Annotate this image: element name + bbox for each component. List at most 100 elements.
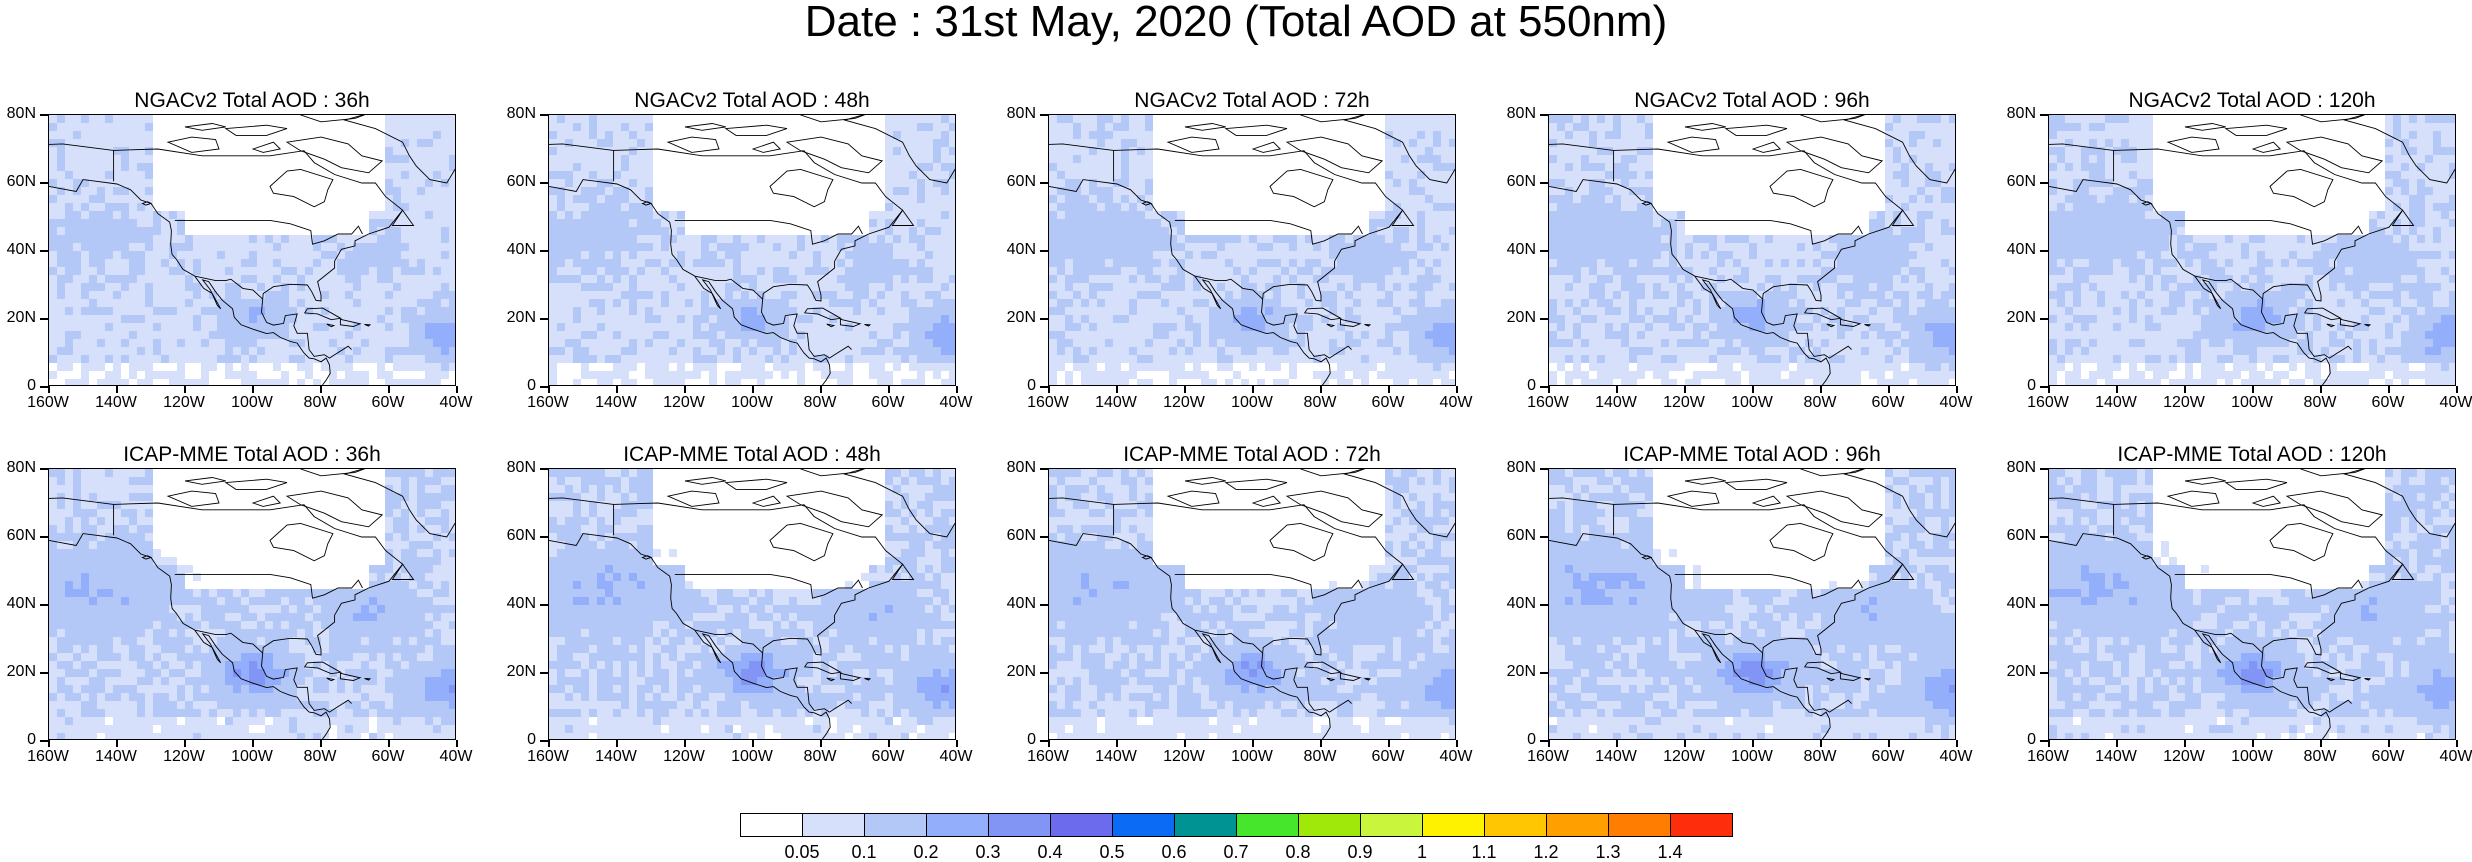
- longitude-tick: [388, 386, 390, 393]
- longitude-tick: [1752, 740, 1754, 747]
- longitude-tick: [820, 386, 822, 393]
- longitude-tick: [888, 386, 890, 393]
- longitude-tick: [456, 740, 458, 747]
- map-panel: ICAP-MME Total AOD : 96h 80N 60N 40N 20N 0 160…: [1500, 442, 1973, 782]
- longitude-tick: [888, 740, 890, 747]
- longitude-tick-label: 40W: [2439, 748, 2472, 765]
- latitude-tick: [40, 536, 48, 538]
- longitude-tick: [2252, 740, 2254, 747]
- longitude-tick: [1320, 740, 1322, 747]
- longitude-tick-label: 80W: [803, 394, 837, 411]
- longitude-tick: [1252, 740, 1254, 747]
- longitude-tick-label: 40W: [439, 394, 473, 411]
- longitude-tick-label: 140W: [1095, 394, 1137, 411]
- longitude-tick: [1548, 740, 1550, 747]
- longitude-tick: [2116, 386, 2118, 393]
- longitude-tick: [616, 386, 618, 393]
- longitude-tick: [1820, 740, 1822, 747]
- longitude-tick: [1388, 386, 1390, 393]
- longitude-tick: [1456, 386, 1458, 393]
- colorbar-swatch: [1608, 813, 1671, 837]
- latitude-tick-label: 60N: [1506, 527, 1536, 544]
- colorbar-label: 1: [1416, 842, 1427, 862]
- longitude-tick: [116, 386, 118, 393]
- latitude-tick-label: 80N: [506, 105, 536, 122]
- longitude-tick-label: 100W: [2231, 394, 2273, 411]
- longitude-tick: [2048, 386, 2050, 393]
- aod-field: [1549, 115, 1955, 385]
- latitude-tick: [540, 536, 548, 538]
- latitude-tick-label: 20N: [1006, 309, 1036, 326]
- latitude-tick: [540, 468, 548, 470]
- longitude-tick: [320, 386, 322, 393]
- longitude-tick: [1684, 386, 1686, 393]
- map-panel: NGACv2 Total AOD : 120h 80N 60N 40N 20N 0 160W…: [2000, 88, 2472, 428]
- latitude-tick: [2040, 468, 2048, 470]
- latitude-tick-label: 40N: [1006, 595, 1036, 612]
- panel-title: NGACv2 Total AOD : 72h: [1134, 89, 1370, 112]
- map-panel: ICAP-MME Total AOD : 36h 80N 60N 40N 20N 0 160…: [0, 442, 473, 782]
- longitude-tick: [116, 740, 118, 747]
- panel-title: ICAP-MME Total AOD : 96h: [1623, 443, 1881, 466]
- longitude-tick-label: 160W: [1527, 394, 1569, 411]
- longitude-tick: [820, 740, 822, 747]
- longitude-tick-label: 40W: [939, 394, 973, 411]
- longitude-tick-label: 60W: [871, 748, 905, 765]
- latitude-tick: [1540, 318, 1548, 320]
- longitude-tick: [684, 386, 686, 393]
- latitude-tick-label: 0: [27, 377, 36, 394]
- aod-field: [549, 469, 955, 739]
- colorbar-swatch: [802, 813, 865, 837]
- latitude-tick: [1540, 250, 1548, 252]
- longitude-tick: [252, 740, 254, 747]
- longitude-tick-label: 120W: [2163, 394, 2205, 411]
- longitude-tick: [1956, 740, 1958, 747]
- longitude-tick-label: 100W: [1231, 394, 1273, 411]
- aod-field: [1049, 469, 1455, 739]
- longitude-tick: [1888, 740, 1890, 747]
- longitude-tick: [1048, 386, 1050, 393]
- latitude-tick: [2040, 740, 2048, 742]
- latitude-tick-label: 20N: [506, 663, 536, 680]
- latitude-tick-label: 80N: [1006, 459, 1036, 476]
- map-panel: ICAP-MME Total AOD : 48h 80N 60N 40N 20N 0 160…: [500, 442, 973, 782]
- colorbar-label: 1.4: [1657, 842, 1683, 862]
- longitude-tick: [184, 386, 186, 393]
- latitude-tick-label: 60N: [506, 173, 536, 190]
- longitude-tick-label: 60W: [1371, 394, 1405, 411]
- longitude-tick: [388, 740, 390, 747]
- longitude-tick-label: 80W: [2303, 748, 2337, 765]
- longitude-tick: [1820, 386, 1822, 393]
- longitude-tick-label: 80W: [1303, 748, 1337, 765]
- latitude-tick-label: 40N: [6, 595, 36, 612]
- latitude-tick-label: 0: [1027, 731, 1036, 748]
- longitude-tick: [1616, 386, 1618, 393]
- longitude-tick-label: 40W: [1439, 394, 1473, 411]
- longitude-tick-label: 160W: [1027, 748, 1069, 765]
- map-plot-area: [1548, 468, 1956, 740]
- longitude-tick: [2116, 740, 2118, 747]
- longitude-tick-label: 120W: [1163, 394, 1205, 411]
- latitude-tick: [540, 250, 548, 252]
- longitude-tick-label: 40W: [1939, 748, 1973, 765]
- longitude-tick: [752, 386, 754, 393]
- colorbar-label: 0.5: [1099, 842, 1125, 862]
- latitude-tick: [2040, 318, 2048, 320]
- latitude-tick: [540, 318, 548, 320]
- latitude-tick: [1040, 114, 1048, 116]
- latitude-tick: [2040, 182, 2048, 184]
- longitude-tick-label: 80W: [303, 748, 337, 765]
- longitude-tick: [1116, 740, 1118, 747]
- page-title: Date : 31st May, 2020 (Total AOD at 550n…: [804, 0, 1668, 46]
- latitude-tick: [40, 672, 48, 674]
- latitude-tick-label: 40N: [1506, 595, 1536, 612]
- latitude-tick: [40, 318, 48, 320]
- longitude-tick-label: 160W: [27, 394, 69, 411]
- latitude-tick: [1040, 740, 1048, 742]
- longitude-tick-label: 140W: [95, 394, 137, 411]
- longitude-tick: [684, 740, 686, 747]
- latitude-tick: [1540, 114, 1548, 116]
- latitude-tick: [1540, 182, 1548, 184]
- aod-field: [549, 115, 955, 385]
- latitude-tick: [540, 182, 548, 184]
